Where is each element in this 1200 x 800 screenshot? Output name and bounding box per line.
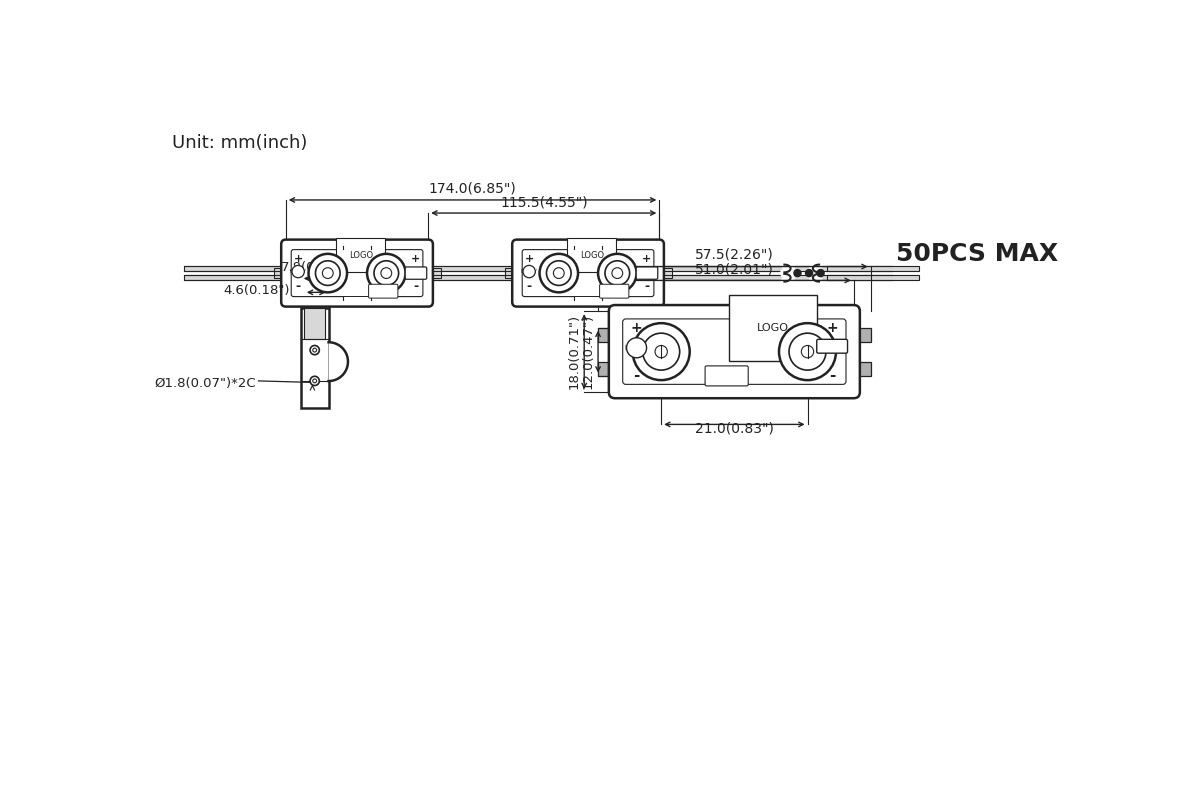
Circle shape xyxy=(598,254,636,292)
Text: 50PCS MAX: 50PCS MAX xyxy=(896,242,1058,266)
Text: LOGO: LOGO xyxy=(580,250,604,259)
Bar xyxy=(430,269,440,278)
Text: +: + xyxy=(631,321,642,335)
Text: -: - xyxy=(644,281,649,294)
Bar xyxy=(274,269,284,278)
Circle shape xyxy=(790,333,826,370)
Bar xyxy=(598,362,616,375)
Circle shape xyxy=(523,266,535,278)
Bar xyxy=(504,269,515,278)
Text: 0.8W: 0.8W xyxy=(640,270,655,275)
Circle shape xyxy=(292,266,305,278)
Text: 4.6(0.18"): 4.6(0.18") xyxy=(223,284,290,298)
Text: Unit: mm(inch): Unit: mm(inch) xyxy=(173,134,307,153)
Circle shape xyxy=(626,338,647,358)
Bar xyxy=(343,298,371,301)
Circle shape xyxy=(316,261,340,286)
Circle shape xyxy=(308,254,347,292)
Bar xyxy=(827,266,919,270)
Text: LOGO: LOGO xyxy=(349,250,373,259)
Text: 18.0(0.71"): 18.0(0.71") xyxy=(568,314,581,390)
Text: -: - xyxy=(295,281,301,294)
Text: 51.0(2.01"): 51.0(2.01") xyxy=(695,262,774,277)
Circle shape xyxy=(612,268,623,278)
Circle shape xyxy=(540,254,578,292)
Circle shape xyxy=(313,348,317,352)
Circle shape xyxy=(313,379,317,383)
Circle shape xyxy=(546,261,571,286)
Circle shape xyxy=(805,269,814,278)
Text: 0.8W: 0.8W xyxy=(408,270,424,275)
FancyBboxPatch shape xyxy=(406,267,427,279)
Polygon shape xyxy=(329,342,348,381)
Circle shape xyxy=(632,323,690,380)
Text: -: - xyxy=(634,368,640,382)
Circle shape xyxy=(310,376,319,386)
Circle shape xyxy=(605,261,630,286)
Text: 12.0(0.47"): 12.0(0.47") xyxy=(581,314,594,390)
Circle shape xyxy=(553,268,564,278)
FancyBboxPatch shape xyxy=(281,240,433,306)
Text: +: + xyxy=(294,254,302,264)
FancyBboxPatch shape xyxy=(706,366,749,386)
Bar xyxy=(827,275,919,280)
Bar xyxy=(301,308,329,408)
FancyBboxPatch shape xyxy=(608,305,860,398)
Text: E4B2B2B: E4B2B2B xyxy=(373,289,392,293)
Bar xyxy=(304,308,325,338)
Text: 21.0(0.83"): 21.0(0.83") xyxy=(695,421,774,435)
Circle shape xyxy=(643,333,679,370)
Text: -: - xyxy=(829,368,835,382)
Bar xyxy=(184,266,893,270)
Text: 115.5(4.55"): 115.5(4.55") xyxy=(500,195,588,209)
Text: LOGO: LOGO xyxy=(757,323,788,333)
Text: +: + xyxy=(412,254,420,264)
FancyBboxPatch shape xyxy=(368,284,398,298)
Circle shape xyxy=(793,269,802,278)
Bar xyxy=(598,328,616,342)
Text: +: + xyxy=(524,254,534,264)
Bar xyxy=(574,246,602,249)
Text: Ø1.8(0.07")*2C: Ø1.8(0.07")*2C xyxy=(155,377,256,390)
Text: 57.5(2.26"): 57.5(2.26") xyxy=(695,248,774,262)
Bar xyxy=(853,328,871,342)
Circle shape xyxy=(367,254,406,292)
Text: +: + xyxy=(827,321,838,335)
Text: DC12V: DC12V xyxy=(289,269,306,274)
FancyBboxPatch shape xyxy=(636,267,658,279)
Text: -: - xyxy=(413,281,419,294)
Bar xyxy=(661,269,672,278)
Circle shape xyxy=(374,261,398,286)
Bar xyxy=(853,362,871,375)
Circle shape xyxy=(380,268,391,278)
Text: DC12V: DC12V xyxy=(625,345,648,350)
Text: E4B2B2B: E4B2B2B xyxy=(714,374,739,378)
FancyBboxPatch shape xyxy=(817,339,847,353)
Circle shape xyxy=(802,346,814,358)
FancyBboxPatch shape xyxy=(600,284,629,298)
Circle shape xyxy=(655,346,667,358)
Text: 174.0(6.85"): 174.0(6.85") xyxy=(428,182,516,195)
Text: -: - xyxy=(527,281,532,294)
Bar xyxy=(184,275,893,280)
Text: E4B2B2B: E4B2B2B xyxy=(605,289,624,293)
Circle shape xyxy=(323,268,334,278)
Text: 0.8W: 0.8W xyxy=(821,342,842,350)
Bar xyxy=(574,298,602,301)
Bar xyxy=(343,246,371,249)
FancyBboxPatch shape xyxy=(512,240,664,306)
Text: DC12V: DC12V xyxy=(521,269,538,274)
Circle shape xyxy=(779,323,836,380)
Text: 7.8(0.31"): 7.8(0.31") xyxy=(281,261,348,274)
Circle shape xyxy=(310,346,319,354)
Text: +: + xyxy=(642,254,652,264)
Circle shape xyxy=(816,269,824,278)
